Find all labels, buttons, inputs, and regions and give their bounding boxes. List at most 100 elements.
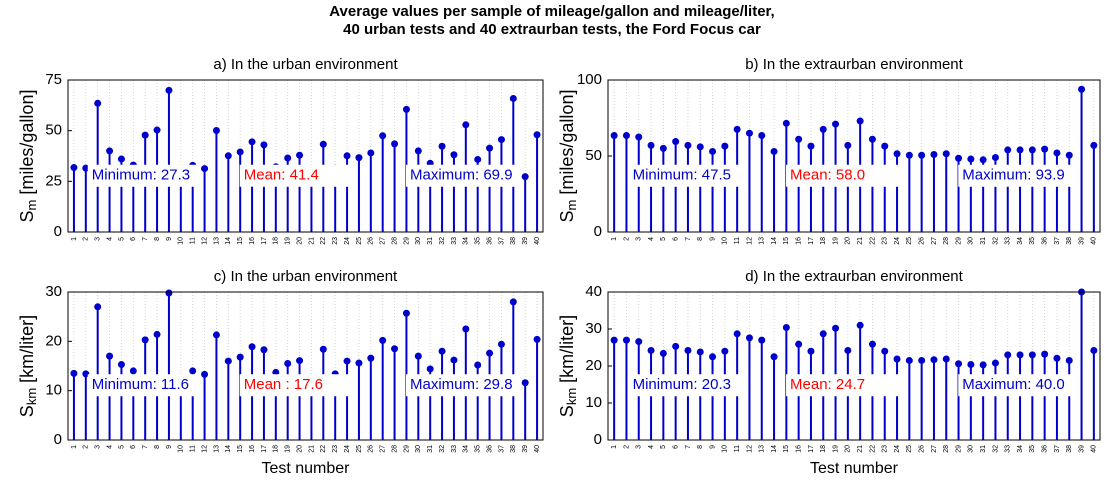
x-tick-label: 37 — [498, 445, 505, 453]
stem-marker — [1090, 346, 1098, 354]
stem-marker — [224, 152, 232, 160]
x-tick-label: 34 — [463, 237, 470, 245]
x-tick-label: 1 — [71, 445, 78, 449]
stem-marker — [70, 369, 78, 377]
x-tick-label: 29 — [403, 237, 410, 245]
annotation-bg — [628, 164, 742, 187]
x-tick-label: 20 — [296, 237, 303, 245]
axes-frame — [67, 79, 544, 233]
stem-marker — [1041, 350, 1049, 358]
stem-marker — [659, 349, 667, 357]
x-tick-label: 35 — [475, 445, 482, 453]
x-tick-label: 15 — [237, 445, 244, 453]
stem-marker — [807, 142, 815, 150]
y-tick-label: 40 — [585, 283, 602, 300]
stem-marker — [201, 165, 209, 173]
stem-marker — [509, 94, 517, 102]
x-tick-label: 40 — [1091, 445, 1098, 453]
stem-marker — [462, 121, 470, 129]
annotation-bg — [406, 164, 516, 187]
x-tick-label: 30 — [968, 445, 975, 453]
stem-marker — [224, 357, 232, 365]
stem-marker — [709, 147, 717, 155]
stem-marker — [844, 346, 852, 354]
annotation-bg — [406, 374, 516, 397]
x-tick-label: 12 — [201, 445, 208, 453]
x-tick-label: 18 — [820, 445, 827, 453]
x-tick-label: 35 — [1029, 445, 1036, 453]
y-axis-label-sub: km — [24, 388, 39, 405]
x-tick-label: 34 — [1017, 445, 1024, 453]
stem-marker — [355, 154, 363, 162]
stem-marker — [129, 367, 137, 375]
y-axis-label: Sm [miles/gallon] — [17, 90, 40, 223]
y-axis-label-main: S — [557, 405, 577, 417]
stem-marker — [672, 138, 680, 146]
stem-marker — [402, 105, 410, 113]
stem-marker — [343, 357, 351, 365]
x-tick-label: 1 — [71, 237, 78, 241]
stem-marker — [296, 151, 304, 159]
stem-marker — [141, 131, 149, 139]
x-tick-label: 19 — [285, 237, 292, 245]
x-axis-label: Test number — [810, 460, 899, 477]
x-tick-label: 38 — [510, 445, 517, 453]
stem-marker — [844, 141, 852, 149]
stem-marker — [212, 126, 220, 134]
stem-marker — [141, 336, 149, 344]
x-tick-label: 15 — [783, 445, 790, 453]
annotation-bg — [87, 374, 197, 397]
x-tick-label: 12 — [746, 445, 753, 453]
annotation: Minimum: 27.3 — [92, 167, 190, 184]
x-tick-label: 29 — [955, 445, 962, 453]
annotation-bg — [239, 164, 349, 187]
x-tick-label: 35 — [1029, 237, 1036, 245]
annotation: Mean : 17.6 — [244, 376, 323, 393]
x-tick-label: 17 — [261, 445, 268, 453]
x-tick-label: 23 — [332, 445, 339, 453]
stem-marker — [672, 342, 680, 350]
stem-marker — [1078, 85, 1086, 93]
x-tick-label: 11 — [190, 237, 197, 244]
stem-marker — [1090, 141, 1098, 149]
x-tick-label: 20 — [845, 237, 852, 245]
stem-marker — [284, 360, 292, 368]
chart-title: c) In the urban environment — [214, 268, 398, 285]
stem-marker — [659, 144, 667, 152]
x-tick-label: 19 — [832, 445, 839, 453]
stem-marker — [868, 135, 876, 143]
stem-marker — [117, 361, 125, 369]
x-tick-label: 2 — [83, 237, 90, 241]
y-tick-label: 0 — [54, 223, 62, 240]
x-tick-label: 24 — [344, 445, 351, 453]
stem-marker — [462, 325, 470, 333]
x-tick-label: 15 — [783, 237, 790, 245]
stem-marker — [795, 340, 803, 348]
stem-marker — [1004, 146, 1012, 154]
stem-marker — [284, 154, 292, 162]
stem-marker — [819, 125, 827, 133]
stem-marker — [474, 155, 482, 163]
y-axis-label-unit: [miles/gallon] — [557, 90, 577, 195]
x-tick-label: 27 — [380, 445, 387, 453]
y-tick-label: 50 — [45, 122, 62, 139]
x-tick-label: 40 — [1091, 237, 1098, 245]
stem-marker — [509, 298, 517, 306]
x-tick-label: 17 — [261, 237, 268, 245]
x-tick-label: 38 — [1066, 445, 1073, 453]
x-tick-label: 40 — [534, 445, 541, 453]
x-tick-label: 37 — [1054, 445, 1061, 453]
x-tick-label: 36 — [1041, 237, 1048, 245]
annotation-bg — [87, 164, 197, 187]
x-tick-label: 20 — [845, 445, 852, 453]
stem-marker — [70, 164, 78, 172]
stem-marker — [212, 331, 220, 339]
x-tick-label: 39 — [522, 445, 529, 453]
stem-marker — [521, 173, 529, 181]
x-tick-label: 33 — [1005, 445, 1012, 453]
stem-marker — [94, 303, 102, 311]
stem-marker — [343, 152, 351, 160]
stem-marker — [745, 334, 753, 342]
stem-marker — [955, 154, 963, 162]
